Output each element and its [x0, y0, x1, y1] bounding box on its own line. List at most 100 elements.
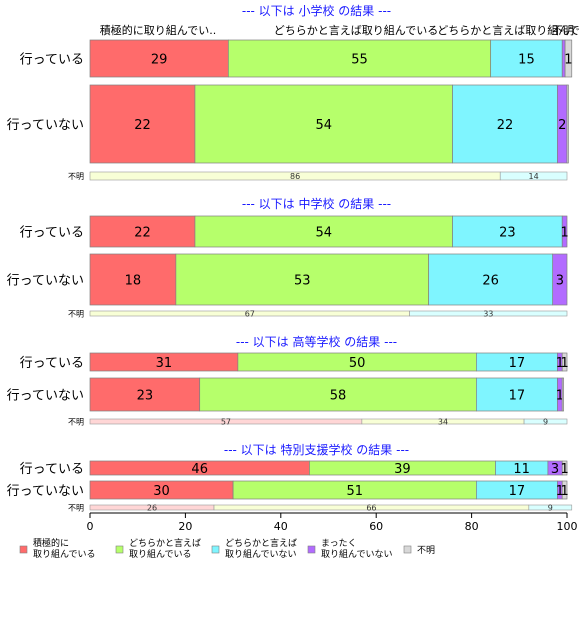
data-label: 55 — [351, 53, 368, 68]
bar-segment — [194, 215, 453, 248]
bar-segment — [564, 39, 573, 78]
group-title: --- 以下は 小学校 の結果 --- — [242, 3, 391, 18]
x-tick-label: 20 — [178, 520, 192, 533]
x-tick-label: 100 — [557, 520, 578, 533]
legend-swatch — [307, 545, 316, 554]
data-label: 1 — [556, 484, 564, 499]
bar-segment — [175, 253, 430, 306]
data-label: 22 — [134, 118, 151, 133]
data-label: 1 — [560, 356, 568, 371]
row-label: 行っていない — [7, 274, 84, 289]
data-label: 18 — [125, 274, 142, 289]
bar-segment — [561, 377, 565, 412]
bar-segment — [227, 39, 492, 78]
data-label-unknown: 66 — [366, 504, 376, 513]
data-label: 39 — [394, 462, 411, 477]
data-label: 1 — [556, 356, 564, 371]
data-label: 3 — [556, 274, 564, 289]
x-tick-label: 80 — [465, 520, 479, 533]
row-label-unknown: 不明 — [68, 418, 84, 427]
data-label: 58 — [330, 389, 347, 404]
bar-segment-unknown — [528, 504, 573, 511]
bar-segment — [428, 253, 554, 306]
bar-segment — [566, 84, 569, 164]
legend-label: どちらかと言えば — [225, 537, 297, 549]
column-header: どちらかと言えば取り組んでいる — [274, 24, 438, 37]
bar-segment — [199, 377, 477, 412]
bar-segment — [561, 480, 568, 500]
legend-swatch — [211, 545, 220, 554]
row-label: 行っている — [20, 462, 84, 477]
group-title: --- 以下は 特別支援学校 の結果 --- — [224, 442, 409, 457]
legend-label: 取り組んでいる — [129, 548, 192, 560]
data-label: 53 — [294, 274, 311, 289]
data-label-unknown: 14 — [529, 172, 539, 181]
data-label-unknown: 67 — [245, 310, 255, 319]
data-label-unknown: 9 — [548, 504, 553, 513]
bar-segment — [89, 377, 201, 412]
bar-segment — [194, 84, 453, 164]
legend-label: まったく — [321, 538, 357, 549]
data-label: 22 — [497, 118, 514, 133]
data-label: 54 — [315, 226, 332, 241]
legend-label: どちらかと言えば — [129, 537, 201, 549]
group-title: --- 以下は 中学校 の結果 --- — [242, 196, 391, 211]
data-label: 1 — [556, 389, 564, 404]
legend-swatch — [403, 545, 412, 554]
row-label-unknown: 不明 — [68, 172, 84, 181]
data-label-unknown: 9 — [543, 418, 548, 427]
data-label-unknown: 26 — [147, 504, 157, 513]
data-label: 2 — [558, 118, 566, 133]
data-label-unknown: 33 — [483, 310, 493, 319]
row-label-unknown: 不明 — [68, 504, 84, 513]
data-label: 15 — [518, 53, 535, 68]
data-label: 1 — [560, 484, 568, 499]
data-label: 31 — [156, 356, 173, 371]
group-title: --- 以下は 高等学校 の結果 --- — [236, 334, 397, 349]
data-label: 46 — [191, 462, 208, 477]
row-label: 行っていない — [7, 118, 84, 133]
data-label-unknown: 57 — [221, 418, 231, 427]
row-label: 行っている — [20, 53, 84, 68]
row-label: 行っている — [20, 356, 84, 371]
data-label: 50 — [349, 356, 366, 371]
row-label: 行っている — [20, 226, 84, 241]
legend-label: 取り組んでいない — [225, 548, 297, 560]
data-label-unknown: 34 — [438, 418, 448, 427]
bar-segment-unknown — [499, 171, 568, 181]
legend-label: 積極的に — [33, 537, 69, 549]
row-label: 行っていない — [7, 484, 84, 499]
data-label: 11 — [513, 462, 530, 477]
data-label-unknown: 86 — [290, 172, 300, 181]
data-label: 30 — [153, 484, 170, 499]
data-label: 22 — [134, 226, 151, 241]
data-label: 23 — [137, 389, 154, 404]
column-header: 不明 — [552, 24, 574, 37]
bar-segment-unknown — [523, 418, 568, 425]
row-label-unknown: 不明 — [68, 310, 84, 319]
row-label: 行っていない — [7, 389, 84, 404]
legend-label: 不明 — [417, 545, 435, 556]
bar-segment — [452, 84, 558, 164]
data-label: 26 — [482, 274, 499, 289]
legend-swatch — [115, 545, 124, 554]
legend-label: 取り組んでいる — [33, 548, 96, 560]
column-header: 積極的に取り組んでい.. — [100, 23, 216, 37]
bar-segment — [89, 253, 177, 306]
data-label: 54 — [315, 118, 332, 133]
data-label: 1 — [560, 462, 568, 477]
legend-swatch — [19, 545, 28, 554]
bar-segment — [89, 215, 196, 248]
bar-segment — [452, 215, 563, 248]
x-tick-label: 0 — [87, 520, 94, 533]
legend-label: 取り組んでいない — [321, 548, 393, 560]
data-label: 17 — [509, 484, 526, 499]
data-label: 1 — [560, 226, 568, 241]
bar-segment — [552, 253, 568, 306]
bar-segment — [561, 352, 568, 372]
x-tick-label: 60 — [369, 520, 383, 533]
x-tick-label: 40 — [274, 520, 288, 533]
data-label: 17 — [509, 389, 526, 404]
